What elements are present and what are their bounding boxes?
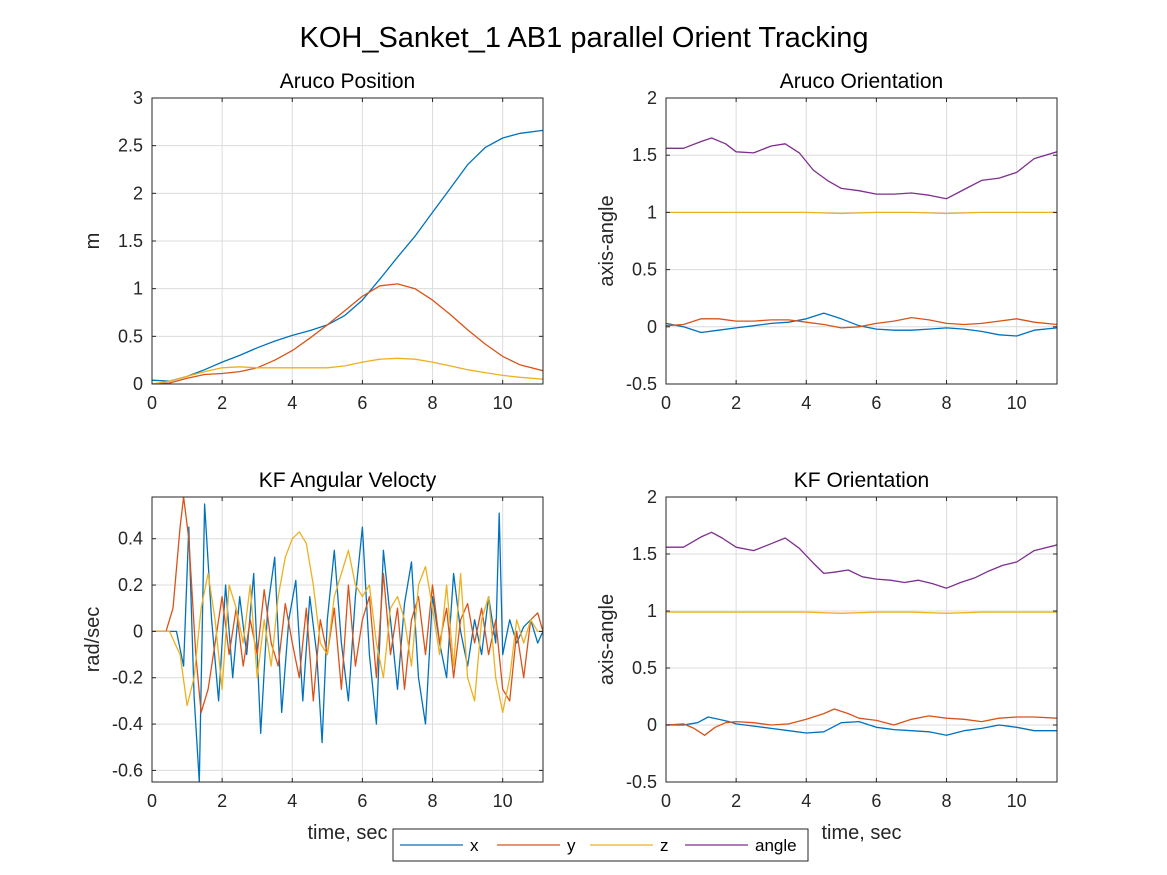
x-tick-label: 8 [942,393,952,413]
legend-label-z: z [660,836,669,855]
series-line-y [666,316,1057,329]
y-tick-label: 1 [647,202,657,222]
y-tick-label: 0.4 [118,529,143,549]
y-tick-label: 0.5 [118,326,143,346]
grid [151,97,543,385]
x-tick-label: 2 [731,791,741,811]
y-tick-label: 1.5 [632,145,657,165]
y-axis-label: axis-angle [596,195,618,286]
y-tick-label: 2 [647,88,657,108]
x-tick-label: 8 [942,791,952,811]
legend: x y z angle [392,828,809,862]
x-tick-label: 4 [801,393,811,413]
x-tick-label: 2 [731,393,741,413]
axes-aruco-position: 0 2 4 6 8 10 0 0.5 1 1.5 2 2.5 3 Aruco Position m [82,70,544,413]
x-tick-label: 10 [493,393,513,413]
x-axis-label: time, sec [307,822,387,844]
y-tick-label: 0.2 [118,575,143,595]
x-tick-label: 2 [217,791,227,811]
x-tick-label: 6 [871,393,881,413]
series-line-x [152,503,543,782]
series-line-angle [666,531,1057,589]
x-tick-label: 4 [287,791,297,811]
x-tick-label: 0 [147,393,157,413]
x-tick-label: 2 [217,393,227,413]
y-tick-label: 1.5 [632,544,657,564]
x-tick-label: 0 [661,791,671,811]
axes-title: Aruco Position [280,70,415,93]
legend-label-y: y [567,836,576,855]
axes-title: KF Orientation [794,469,929,492]
y-tick-label: 0 [647,317,657,337]
y-tick-label: 0 [133,621,143,641]
y-tick-label: -0.4 [112,714,143,734]
axes-kf-angular-velocity: 0 2 4 6 8 10 -0.6 -0.4 -0.2 0 0.2 0.4 KF Angular Vel… [82,469,544,844]
x-axis-label: time, sec [821,822,901,844]
grid [151,497,543,782]
series-line-z [666,611,1057,614]
y-tick-label: 1.5 [118,231,143,251]
x-tick-label: 6 [357,791,367,811]
y-tick-label: -0.5 [626,772,657,792]
x-tick-label: 8 [428,791,438,811]
y-axis-label: axis-angle [596,594,618,685]
legend-label-angle: angle [755,836,797,855]
y-tick-label: -0.5 [626,374,657,394]
x-tick-label: 4 [801,791,811,811]
legend-label-x: x [470,836,479,855]
series-line-y [666,708,1057,736]
axes-title: KF Angular Velocty [259,469,437,492]
y-axis-label: m [82,233,104,250]
series-line-x [666,312,1057,337]
y-tick-label: 0.5 [632,658,657,678]
series-line-y [152,283,543,384]
x-tick-label: 0 [661,393,671,413]
x-tick-label: 10 [1007,393,1027,413]
axes-frame [665,97,1058,385]
y-tick-label: 1 [647,601,657,621]
y-tick-label: -0.6 [112,760,143,780]
y-tick-label: 0 [647,715,657,735]
x-tick-label: 6 [357,393,367,413]
series-line-x [666,716,1057,736]
x-tick-label: 8 [428,393,438,413]
x-tick-label: 0 [147,791,157,811]
axes-frame [665,496,1058,783]
y-tick-label: 0.5 [632,260,657,280]
series-line-y [152,497,543,714]
y-axis-label: rad/sec [82,607,104,673]
y-tick-label: 2 [647,487,657,507]
series-line-z [666,211,1057,215]
y-tick-label: 2.5 [118,136,143,156]
y-tick-label: 1 [133,279,143,299]
y-tick-label: 0 [133,374,143,394]
series-line-z [152,531,543,714]
y-tick-label: 2 [133,183,143,203]
series-line-angle [666,137,1057,200]
x-tick-label: 4 [287,393,297,413]
x-tick-label: 6 [871,791,881,811]
y-tick-label: -0.2 [112,668,143,688]
x-tick-label: 10 [1007,791,1027,811]
axes-title: Aruco Orientation [780,70,943,93]
series-line-x [152,129,543,382]
figure-title: KOH_Sanket_1 AB1 parallel Orient Trackin… [299,22,868,54]
x-tick-label: 10 [493,791,513,811]
series-line-z [152,357,543,384]
axes-frame [151,496,544,783]
grid [665,97,1057,385]
y-tick-label: 3 [133,88,143,108]
